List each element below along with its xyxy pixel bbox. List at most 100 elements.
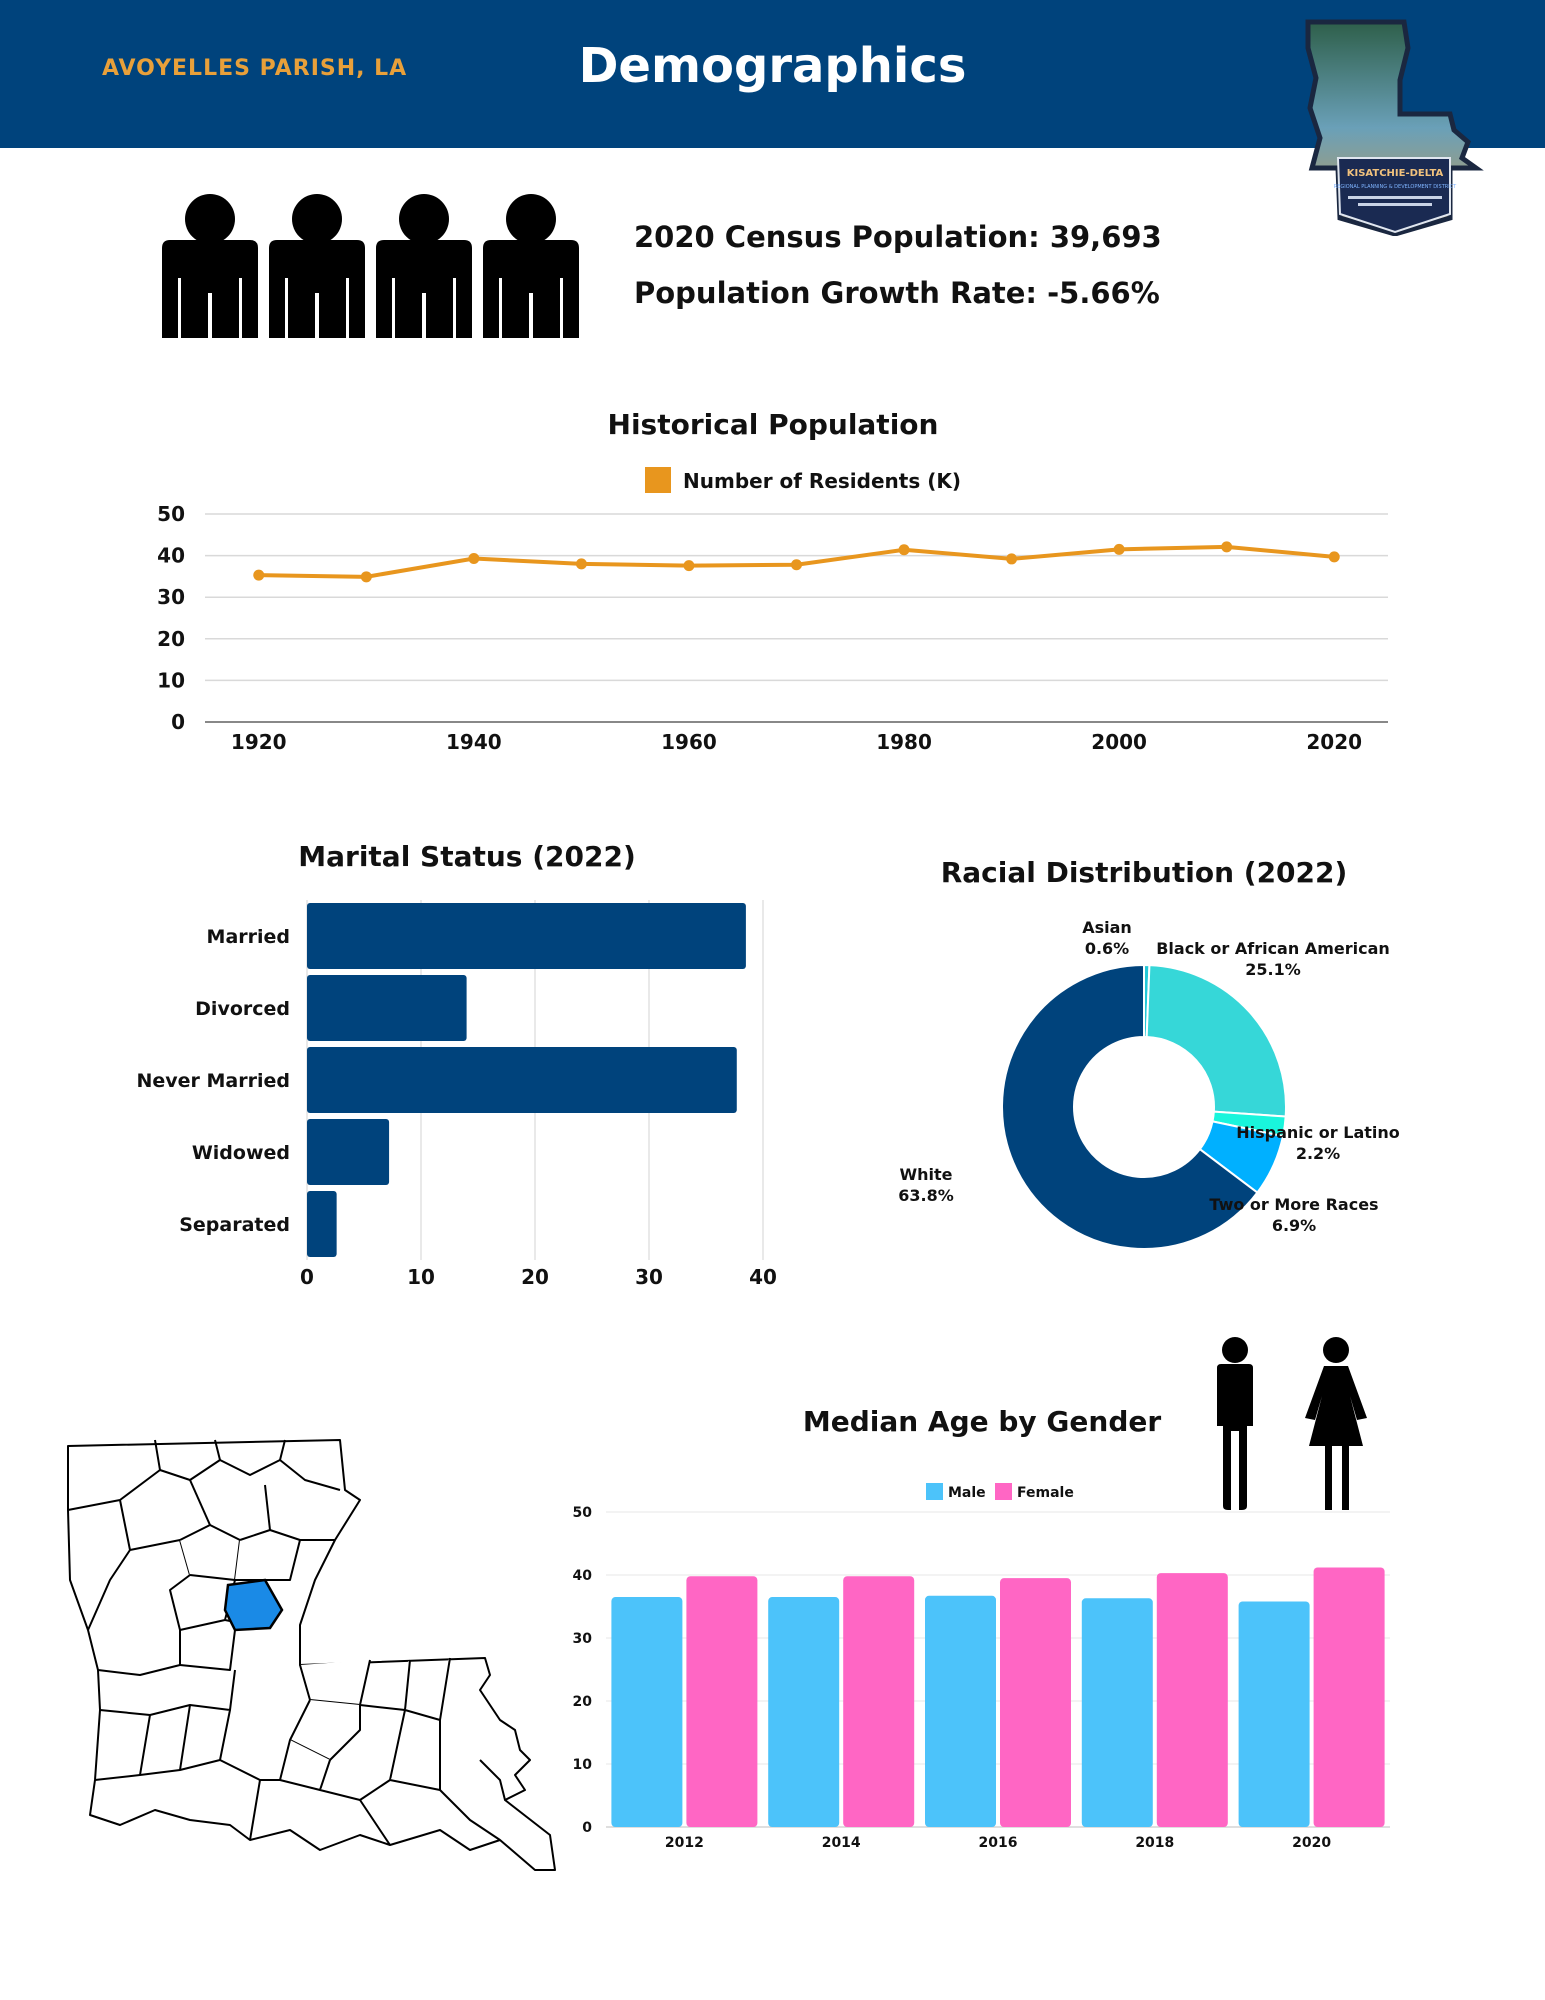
x-tick-label: 30 xyxy=(635,1265,663,1289)
y-tick-label: 30 xyxy=(157,585,185,609)
bar-male xyxy=(768,1597,840,1827)
legend-swatch xyxy=(645,467,671,493)
bar-male xyxy=(1238,1601,1310,1827)
data-point xyxy=(253,569,265,581)
x-tick-label: 1960 xyxy=(661,730,717,754)
data-point xyxy=(1113,543,1125,555)
person-icon xyxy=(376,194,472,338)
bar-female xyxy=(1000,1578,1071,1827)
chart-title: Marital Status (2022) xyxy=(298,840,636,873)
y-tick-label: 20 xyxy=(157,627,185,651)
historical-population-chart: Historical Population Number of Resident… xyxy=(157,408,1388,754)
chart-title: Median Age by Gender xyxy=(803,1405,1162,1438)
x-tick-label: 40 xyxy=(749,1265,777,1289)
person-icon xyxy=(269,194,365,338)
marital-status-chart: Marital Status (2022) Married Divorced Nev… xyxy=(136,840,777,1289)
male-icon xyxy=(1217,1337,1253,1510)
median-age-chart: Median Age by Gender Male Female 0 10 20 30… xyxy=(573,1337,1390,1851)
x-tick-label: 1940 xyxy=(446,730,502,754)
bar-male xyxy=(611,1597,683,1827)
x-tick-label: 1920 xyxy=(231,730,287,754)
slice-value-label: 2.2% xyxy=(1296,1144,1340,1163)
category-label: Separated xyxy=(179,1214,290,1236)
y-tick-label: 40 xyxy=(157,544,185,568)
x-tick-label: 10 xyxy=(407,1265,435,1289)
x-tick-label: 2020 xyxy=(1306,730,1362,754)
data-point xyxy=(1328,551,1340,563)
category-label: Married xyxy=(207,926,290,948)
bar-male xyxy=(925,1595,996,1827)
x-tick-label: 1980 xyxy=(876,730,932,754)
y-tick-label: 0 xyxy=(582,1820,592,1836)
slice-value-label: 0.6% xyxy=(1085,939,1129,958)
census-population: 2020 Census Population: 39,693 xyxy=(634,220,1162,254)
y-tick-label: 20 xyxy=(573,1694,593,1710)
y-tick-label: 50 xyxy=(573,1505,593,1521)
data-point xyxy=(360,571,372,583)
bar xyxy=(307,975,467,1041)
y-tick-label: 10 xyxy=(157,668,185,692)
pie-slice xyxy=(1145,964,1287,1118)
header-banner xyxy=(0,0,1545,148)
legend-label: Number of Residents (K) xyxy=(683,469,961,493)
legend-label-male: Male xyxy=(948,1485,986,1501)
slice-value-label: 63.8% xyxy=(898,1186,954,1205)
bar-female xyxy=(1313,1567,1385,1827)
stats-block: 2020 Census Population: 39,693 Populatio… xyxy=(634,220,1162,332)
racial-distribution-chart: Racial Distribution (2022) Asian 0.6% Blac… xyxy=(898,856,1400,1250)
slice-value-label: 6.9% xyxy=(1272,1216,1316,1235)
x-tick-label: 20 xyxy=(521,1265,549,1289)
bar-female xyxy=(686,1576,758,1827)
chart-title: Racial Distribution (2022) xyxy=(941,856,1348,889)
data-point xyxy=(1221,541,1233,553)
slice-label: Hispanic or Latino xyxy=(1236,1123,1400,1142)
female-icon xyxy=(1305,1337,1367,1510)
x-tick-label: 0 xyxy=(300,1265,314,1289)
people-icons xyxy=(162,194,579,338)
data-point xyxy=(1006,553,1018,565)
data-point xyxy=(683,560,695,572)
data-point xyxy=(575,558,587,570)
slice-label: White xyxy=(899,1165,952,1184)
bar xyxy=(307,1119,390,1185)
slice-label: Asian xyxy=(1082,918,1132,937)
logo-sub: REGIONAL PLANNING & DEVELOPMENT DISTRICT xyxy=(1334,184,1457,190)
avoyelles-parish-highlight xyxy=(223,1578,284,1632)
y-tick-label: 0 xyxy=(171,710,185,734)
pie-slice xyxy=(1001,963,1259,1250)
x-tick-label: 2020 xyxy=(1292,1835,1331,1851)
y-tick-label: 40 xyxy=(573,1568,593,1584)
x-tick-label: 2014 xyxy=(822,1835,861,1851)
slice-value-label: 25.1% xyxy=(1245,960,1301,979)
data-point xyxy=(791,559,802,571)
person-icon xyxy=(483,194,579,338)
bar-female xyxy=(1156,1573,1228,1827)
x-tick-label: 2016 xyxy=(979,1835,1018,1851)
person-icon xyxy=(162,194,258,338)
data-point xyxy=(898,544,910,556)
y-tick-label: 30 xyxy=(573,1631,593,1647)
bar xyxy=(307,1191,337,1257)
category-label: Widowed xyxy=(192,1142,290,1164)
page-title: Demographics xyxy=(578,38,967,94)
bar-female xyxy=(843,1576,915,1827)
growth-rate: Population Growth Rate: -5.66% xyxy=(634,276,1160,310)
legend-swatch-male xyxy=(926,1483,943,1500)
bar-male xyxy=(1081,1598,1153,1827)
chart-title: Historical Population xyxy=(608,408,939,441)
slice-label: Two or More Races xyxy=(1209,1195,1378,1214)
x-tick-label: 2012 xyxy=(665,1835,704,1851)
x-tick-label: 2018 xyxy=(1135,1835,1174,1851)
logo-text: KISATCHIE-DELTA xyxy=(1347,168,1444,179)
category-label: Never Married xyxy=(136,1070,290,1092)
legend-swatch-female xyxy=(995,1483,1012,1500)
bar xyxy=(307,903,746,969)
category-label: Divorced xyxy=(195,998,290,1020)
x-tick-label: 2000 xyxy=(1091,730,1147,754)
data-point xyxy=(468,553,480,565)
y-tick-label: 10 xyxy=(573,1757,593,1773)
logo: KISATCHIE-DELTA REGIONAL PLANNING & DEVE… xyxy=(1305,19,1484,236)
louisiana-parish-map xyxy=(67,1439,556,1871)
bar xyxy=(307,1047,737,1113)
y-tick-label: 50 xyxy=(157,502,185,526)
